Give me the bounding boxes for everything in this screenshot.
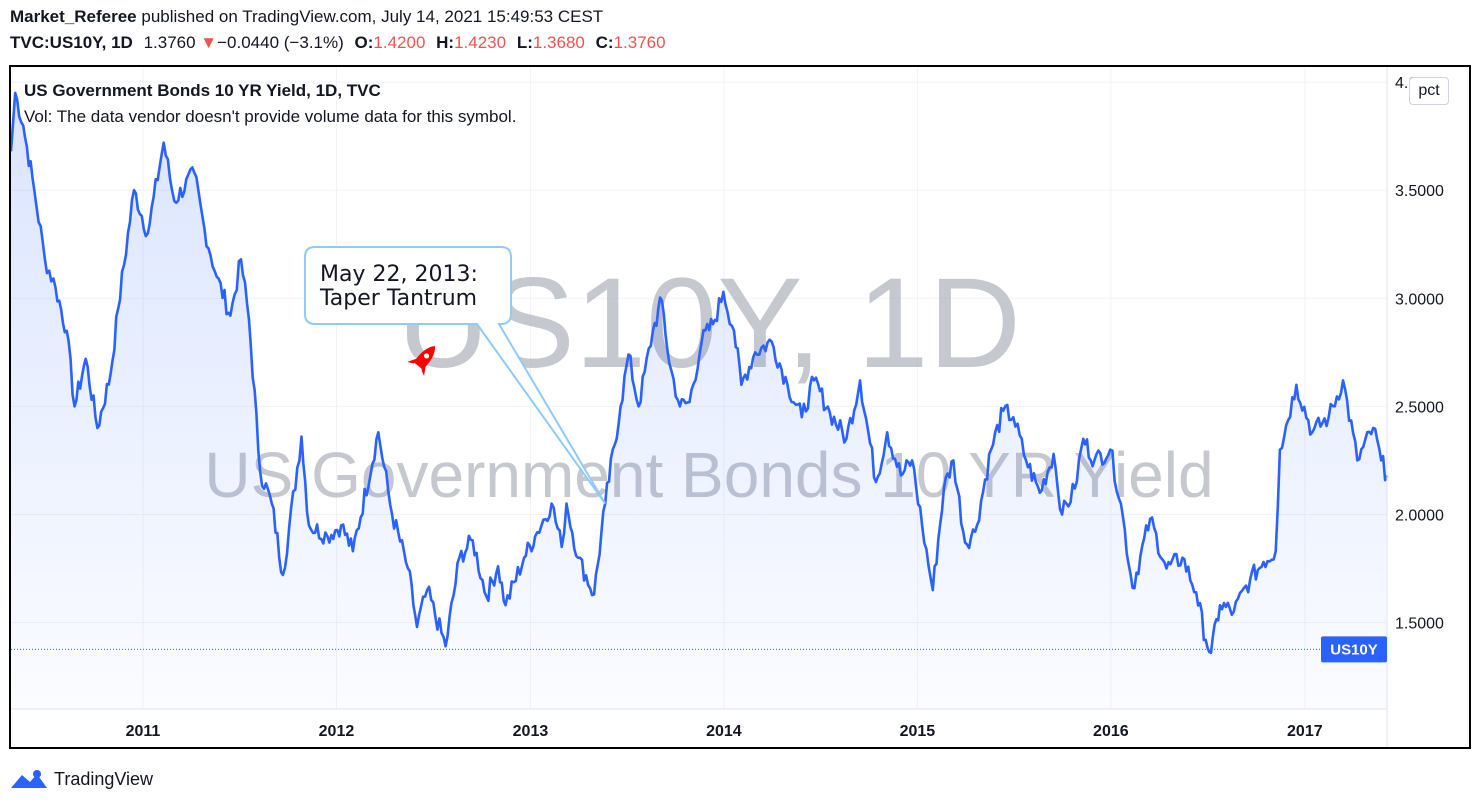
close-value: 1.3760 — [613, 33, 666, 52]
rocket-icon[interactable] — [407, 339, 443, 377]
high-label: H: — [436, 33, 455, 52]
low-value: 1.3680 — [532, 33, 585, 52]
callout-bubble — [304, 246, 607, 505]
x-tick-label: 2013 — [513, 723, 549, 740]
footer-brand[interactable]: TradingView — [10, 766, 153, 792]
legend-volume-note: Vol: The data vendor doesn't provide vol… — [24, 107, 517, 126]
down-arrow-icon: ▼ — [200, 33, 218, 52]
brand-name: TradingView — [54, 768, 154, 789]
publish-info: published on TradingView.com, July 14, 2… — [141, 7, 604, 26]
x-tick-label: 2012 — [319, 723, 355, 740]
time-axis[interactable]: 2011 2012 2013 2014 2015 2016 2017 — [126, 723, 1323, 740]
price-tag-label: US10Y — [1330, 641, 1378, 658]
yield-area — [11, 92, 1387, 709]
x-tick-label: 2015 — [900, 723, 936, 740]
symbol-label: TVC:US10Y, 1D — [10, 33, 133, 52]
y-tick-label: 2.5000 — [1395, 399, 1444, 416]
callout-line-2: Taper Tantrum — [319, 286, 477, 311]
open-label: O: — [354, 33, 374, 52]
y-tick-label: 2.0000 — [1395, 507, 1444, 524]
last-price: 1.3760 — [143, 33, 196, 52]
open-value: 1.4200 — [373, 33, 426, 52]
ohlc-line: TVC:US10Y, 1D 1.3760 ▼−0.0440 (−3.1%) O:… — [10, 33, 666, 53]
x-tick-label: 2014 — [706, 723, 742, 740]
legend-title[interactable]: US Government Bonds 10 YR Yield, 1D, TVC — [24, 81, 381, 100]
low-label: L: — [516, 33, 533, 52]
price-change: −0.0440 (−3.1%) — [217, 33, 344, 52]
close-label: C: — [595, 33, 614, 52]
y-tick-label: 3.0000 — [1395, 291, 1444, 308]
chart-frame: US10Y, 1D US Government Bonds 10 YR Yiel… — [9, 65, 1471, 749]
x-tick-label: 2017 — [1287, 723, 1323, 740]
taper-tantrum-callout[interactable]: May 22, 2013: Taper Tantrum — [304, 246, 607, 505]
price-tag-box — [1321, 636, 1387, 663]
y-tick-label: 3.5000 — [1395, 183, 1444, 200]
author-name[interactable]: Market_Referee — [10, 7, 137, 26]
percent-scale-button[interactable]: pct — [1409, 77, 1449, 105]
x-tick-label: 2016 — [1093, 723, 1129, 740]
rocket-window — [423, 353, 430, 359]
rocket-fin-right — [421, 364, 426, 377]
x-tick-label: 2011 — [126, 723, 161, 740]
yield-line[interactable] — [11, 91, 1389, 655]
high-value: 1.4230 — [454, 33, 507, 52]
callout-line-1: May 22, 2013: — [320, 262, 478, 287]
y-tick-label: 1.5000 — [1395, 616, 1444, 633]
tradingview-logo-icon — [11, 770, 47, 788]
publish-line: Market_Referee published on TradingView.… — [10, 7, 603, 27]
rocket-fin-left — [407, 358, 419, 364]
chart-canvas[interactable]: US10Y, 1D US Government Bonds 10 YR Yiel… — [11, 67, 1469, 747]
price-tag[interactable]: US10Y — [1321, 636, 1387, 663]
